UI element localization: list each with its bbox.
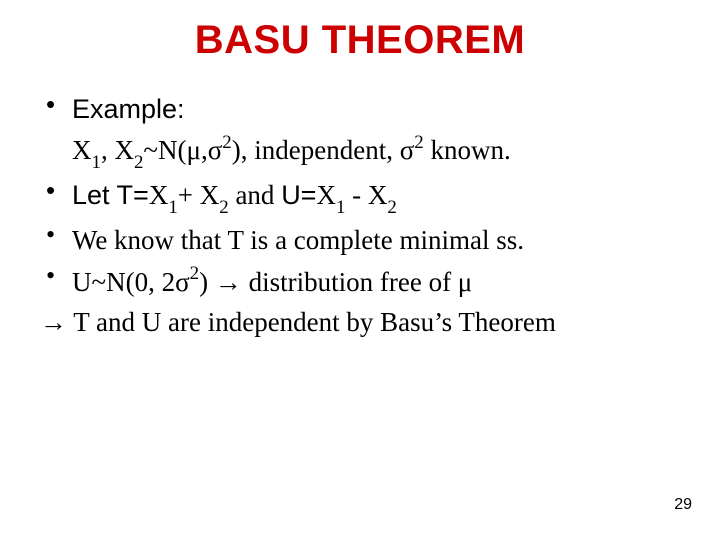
- txt: distribution free of μ: [242, 267, 472, 297]
- arrow-icon: →: [40, 307, 67, 337]
- page-number: 29: [674, 496, 692, 514]
- txt: X: [72, 135, 92, 165]
- sup: 2: [414, 132, 423, 153]
- sub: 2: [134, 152, 143, 173]
- sub: 1: [336, 197, 345, 218]
- txt: T and U are independent by Basu’s Theore…: [67, 307, 556, 337]
- txt: , X: [101, 135, 134, 165]
- bullet-list: Example: X1, X2~N(μ,σ2), independent, σ2…: [40, 91, 680, 341]
- line-conclusion: → T and U are independent by Basu’s Theo…: [40, 304, 680, 340]
- txt: We know that T is a complete minimal ss.: [72, 225, 524, 255]
- sup: 2: [222, 132, 231, 153]
- slide: BASU THEOREM Example: X1, X2~N(μ,σ2), in…: [0, 0, 720, 540]
- txt: ), independent, σ: [232, 135, 415, 165]
- sub: 1: [168, 197, 177, 218]
- slide-title: BASU THEOREM: [40, 18, 680, 63]
- txt: - X: [345, 180, 387, 210]
- bullet-complete-ss: We know that T is a complete minimal ss.: [40, 222, 680, 258]
- txt: Let T=: [72, 180, 149, 210]
- slide-body: Example: X1, X2~N(μ,σ2), independent, σ2…: [40, 91, 680, 341]
- txt: and: [229, 180, 281, 210]
- bullet-u-dist: U~N(0, 2σ2) → distribution free of μ: [40, 263, 680, 300]
- sub: 2: [387, 197, 396, 218]
- txt: known.: [424, 135, 511, 165]
- txt: ~N(μ,σ: [143, 135, 222, 165]
- example-label: Example:: [72, 94, 185, 124]
- txt: X: [149, 180, 169, 210]
- txt: X: [316, 180, 336, 210]
- sub: 2: [219, 197, 228, 218]
- arrow-icon: →: [215, 267, 242, 297]
- bullet-example: Example:: [40, 91, 680, 127]
- sub: 1: [92, 152, 101, 173]
- bullet-let-tu: Let T=X1+ X2 and U=X1 - X2: [40, 177, 680, 218]
- line-distribution: X1, X2~N(μ,σ2), independent, σ2 known.: [40, 131, 680, 173]
- sup: 2: [190, 263, 199, 284]
- txt: U=: [281, 180, 316, 210]
- txt: U~N(0, 2σ: [72, 267, 190, 297]
- txt: + X: [178, 180, 219, 210]
- txt: ): [199, 267, 215, 297]
